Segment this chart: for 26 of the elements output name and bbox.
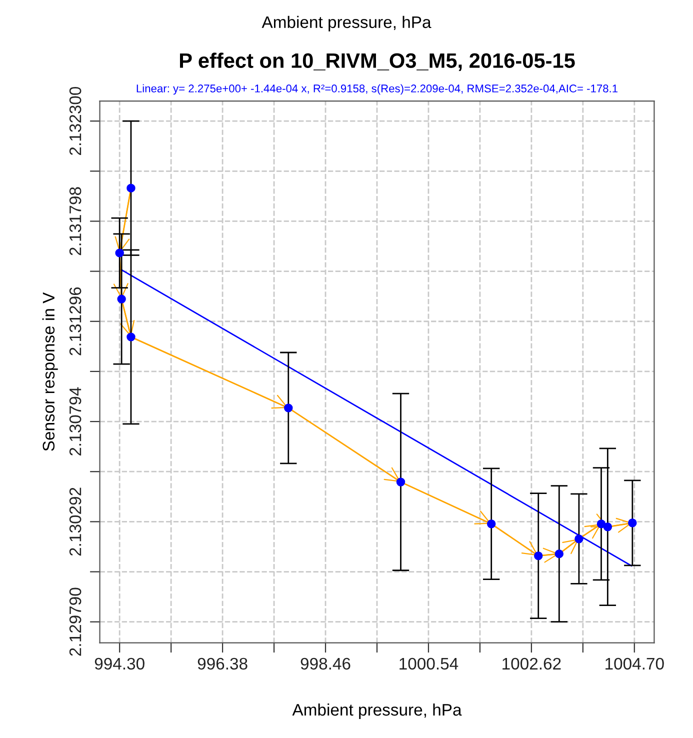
x-tick-label: 998.46 (300, 658, 350, 670)
y-tick-label: 2.132300 (69, 86, 82, 155)
chart-title: P effect on 10_RIVM_O3_M5, 2016-05-15 (180, 52, 575, 71)
x-axis-title: Ambient pressure, hPa (292, 703, 462, 720)
point (554, 549, 564, 558)
chart-subtitle: Linear: y= 2.275e+00+ -1.44e-04 x, R²=0.9158, s(Res)=2.209e-04, RMSE=2.352e-04,AIC= -178.1 (136, 84, 618, 95)
x-tick-label: 996.38 (198, 658, 248, 670)
y-tick-label: 2.129790 (69, 588, 82, 656)
x-tick-label: 994.30 (94, 658, 144, 670)
point (628, 518, 637, 528)
text: Ambient pressure, hPa (262, 16, 432, 32)
point (126, 184, 136, 192)
point (117, 294, 126, 304)
y-tick-label: 2.131798 (69, 187, 82, 256)
point (596, 520, 606, 528)
y-tick-label: 2.130794 (69, 387, 82, 456)
point (115, 248, 124, 258)
point (603, 522, 612, 532)
x-tick-label: 1000.54 (400, 658, 458, 670)
x-tick-label: 1002.62 (502, 658, 561, 670)
y-tick-label: 2.131296 (69, 287, 82, 356)
x-tick-label: 1004.70 (606, 658, 664, 670)
point (534, 551, 543, 560)
y-axis-title: Sensor response in V (42, 292, 58, 451)
y-tick-label: 2.130292 (69, 488, 82, 556)
point (574, 534, 584, 544)
